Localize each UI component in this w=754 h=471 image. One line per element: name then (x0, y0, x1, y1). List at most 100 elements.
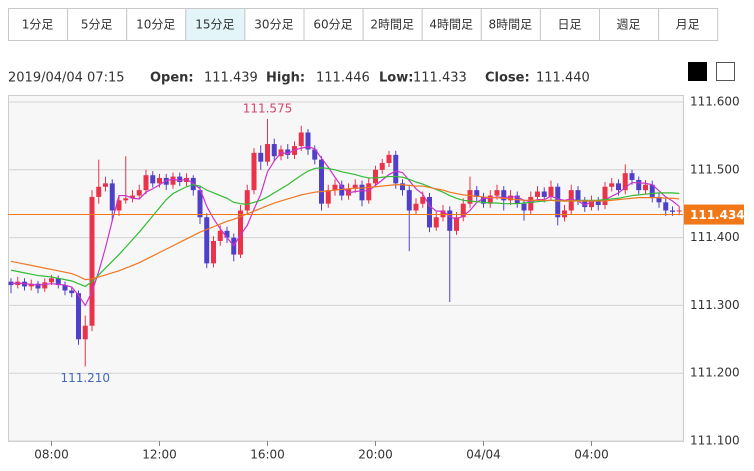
candle-body (676, 210, 682, 212)
y-tick-label: 111.400 (690, 230, 740, 244)
candle-body (244, 190, 250, 211)
candle-body (528, 196, 534, 211)
tab[interactable] (421, 8, 482, 41)
y-tick-label: 111.200 (690, 366, 740, 380)
y-tick-label: 111.100 (690, 434, 740, 448)
candle-body (35, 283, 41, 289)
candle-body (352, 184, 358, 189)
candle-body (109, 183, 115, 211)
tab[interactable] (362, 8, 423, 41)
candle-body (602, 186, 608, 206)
tab[interactable] (126, 8, 187, 41)
candle-body (103, 183, 108, 187)
candle-body (595, 200, 601, 206)
candle-body (28, 283, 34, 287)
tab-label[interactable]: 1分足 (22, 18, 54, 32)
tab[interactable] (8, 8, 69, 41)
candle-body (609, 183, 615, 187)
tab-label[interactable]: 60分足 (313, 18, 352, 32)
tab[interactable] (480, 8, 541, 41)
candle-body (325, 190, 331, 204)
candle-body (197, 190, 203, 218)
candle-body (224, 230, 230, 238)
candle-body (339, 184, 345, 196)
candle-body (123, 198, 129, 201)
tab-label[interactable]: 日足 (557, 18, 581, 32)
candle-body (332, 184, 338, 191)
moving-average-line (10, 146, 680, 307)
tab-label[interactable]: 8時間足 (489, 18, 533, 32)
tab-label[interactable]: 4時間足 (429, 18, 473, 32)
tab-label[interactable]: 30分足 (254, 18, 293, 32)
tab[interactable] (244, 8, 305, 41)
candle-body (157, 177, 162, 184)
tab-label[interactable]: 2時間足 (370, 18, 414, 32)
candle-body (217, 230, 223, 241)
candle-body (177, 176, 183, 183)
plot-area (8, 95, 684, 442)
candle-body (467, 190, 473, 204)
candle-body (49, 278, 54, 283)
dark-theme-button[interactable] (688, 62, 707, 81)
candle-body (589, 200, 594, 208)
candle-body (42, 282, 48, 289)
candle-body (373, 169, 378, 184)
candle-body (454, 217, 459, 231)
candle-body (393, 154, 399, 184)
candle-body (487, 195, 493, 204)
x-tick-label: 20:00 (358, 448, 393, 462)
candle-body (568, 190, 574, 211)
header-high-label: High: (266, 71, 305, 86)
header-open-label: Open: (150, 71, 194, 86)
tab[interactable] (539, 8, 601, 41)
candle-body (521, 203, 527, 211)
candle-body (305, 132, 311, 150)
tab[interactable] (67, 8, 128, 41)
candle-body (258, 152, 264, 162)
tab[interactable] (658, 8, 719, 41)
candle-body (656, 196, 662, 203)
candle-body (427, 196, 432, 228)
candle-body (494, 190, 500, 196)
candle-body (670, 210, 675, 212)
header-open: 111.439 (204, 71, 258, 86)
moving-average-line (10, 184, 680, 281)
candle-body (211, 240, 216, 264)
x-tick-label: 04:00 (574, 448, 609, 462)
candle-body (649, 184, 655, 197)
candle-body (616, 183, 621, 191)
candle-body (562, 210, 567, 218)
header-close-label: Close: (485, 71, 530, 86)
candle-body (406, 190, 412, 211)
header-low: 111.433 (413, 71, 467, 86)
candle-body (420, 196, 426, 204)
candle-body (535, 191, 540, 197)
candle-body (541, 191, 547, 197)
y-tick-label: 111.500 (690, 162, 740, 176)
candle-body (82, 325, 88, 340)
candle-body (116, 200, 122, 211)
candle-body (663, 202, 669, 211)
candle-body (386, 154, 392, 164)
candle-body (548, 186, 554, 197)
candle-body (555, 186, 561, 218)
candle-body (629, 173, 635, 180)
x-tick-label: 16:00 (250, 448, 285, 462)
tab-label[interactable]: 15分足 (195, 18, 234, 32)
tab-label[interactable]: 月足 (676, 18, 700, 32)
light-theme-button[interactable] (716, 62, 735, 81)
tab[interactable] (303, 8, 364, 41)
candle-body (204, 217, 210, 264)
candle-body (69, 290, 75, 294)
tab-label[interactable]: 5分足 (81, 18, 113, 32)
tab-label[interactable]: 10分足 (136, 18, 175, 32)
candle-body (76, 293, 81, 340)
x-tick-label: 04/04 (466, 448, 501, 462)
tab-label[interactable]: 週足 (617, 18, 641, 32)
candle-body (366, 183, 372, 201)
candle-body (62, 285, 68, 291)
header-datetime: 2019/04/04 07:15 (8, 71, 125, 86)
candle-body (312, 149, 318, 160)
